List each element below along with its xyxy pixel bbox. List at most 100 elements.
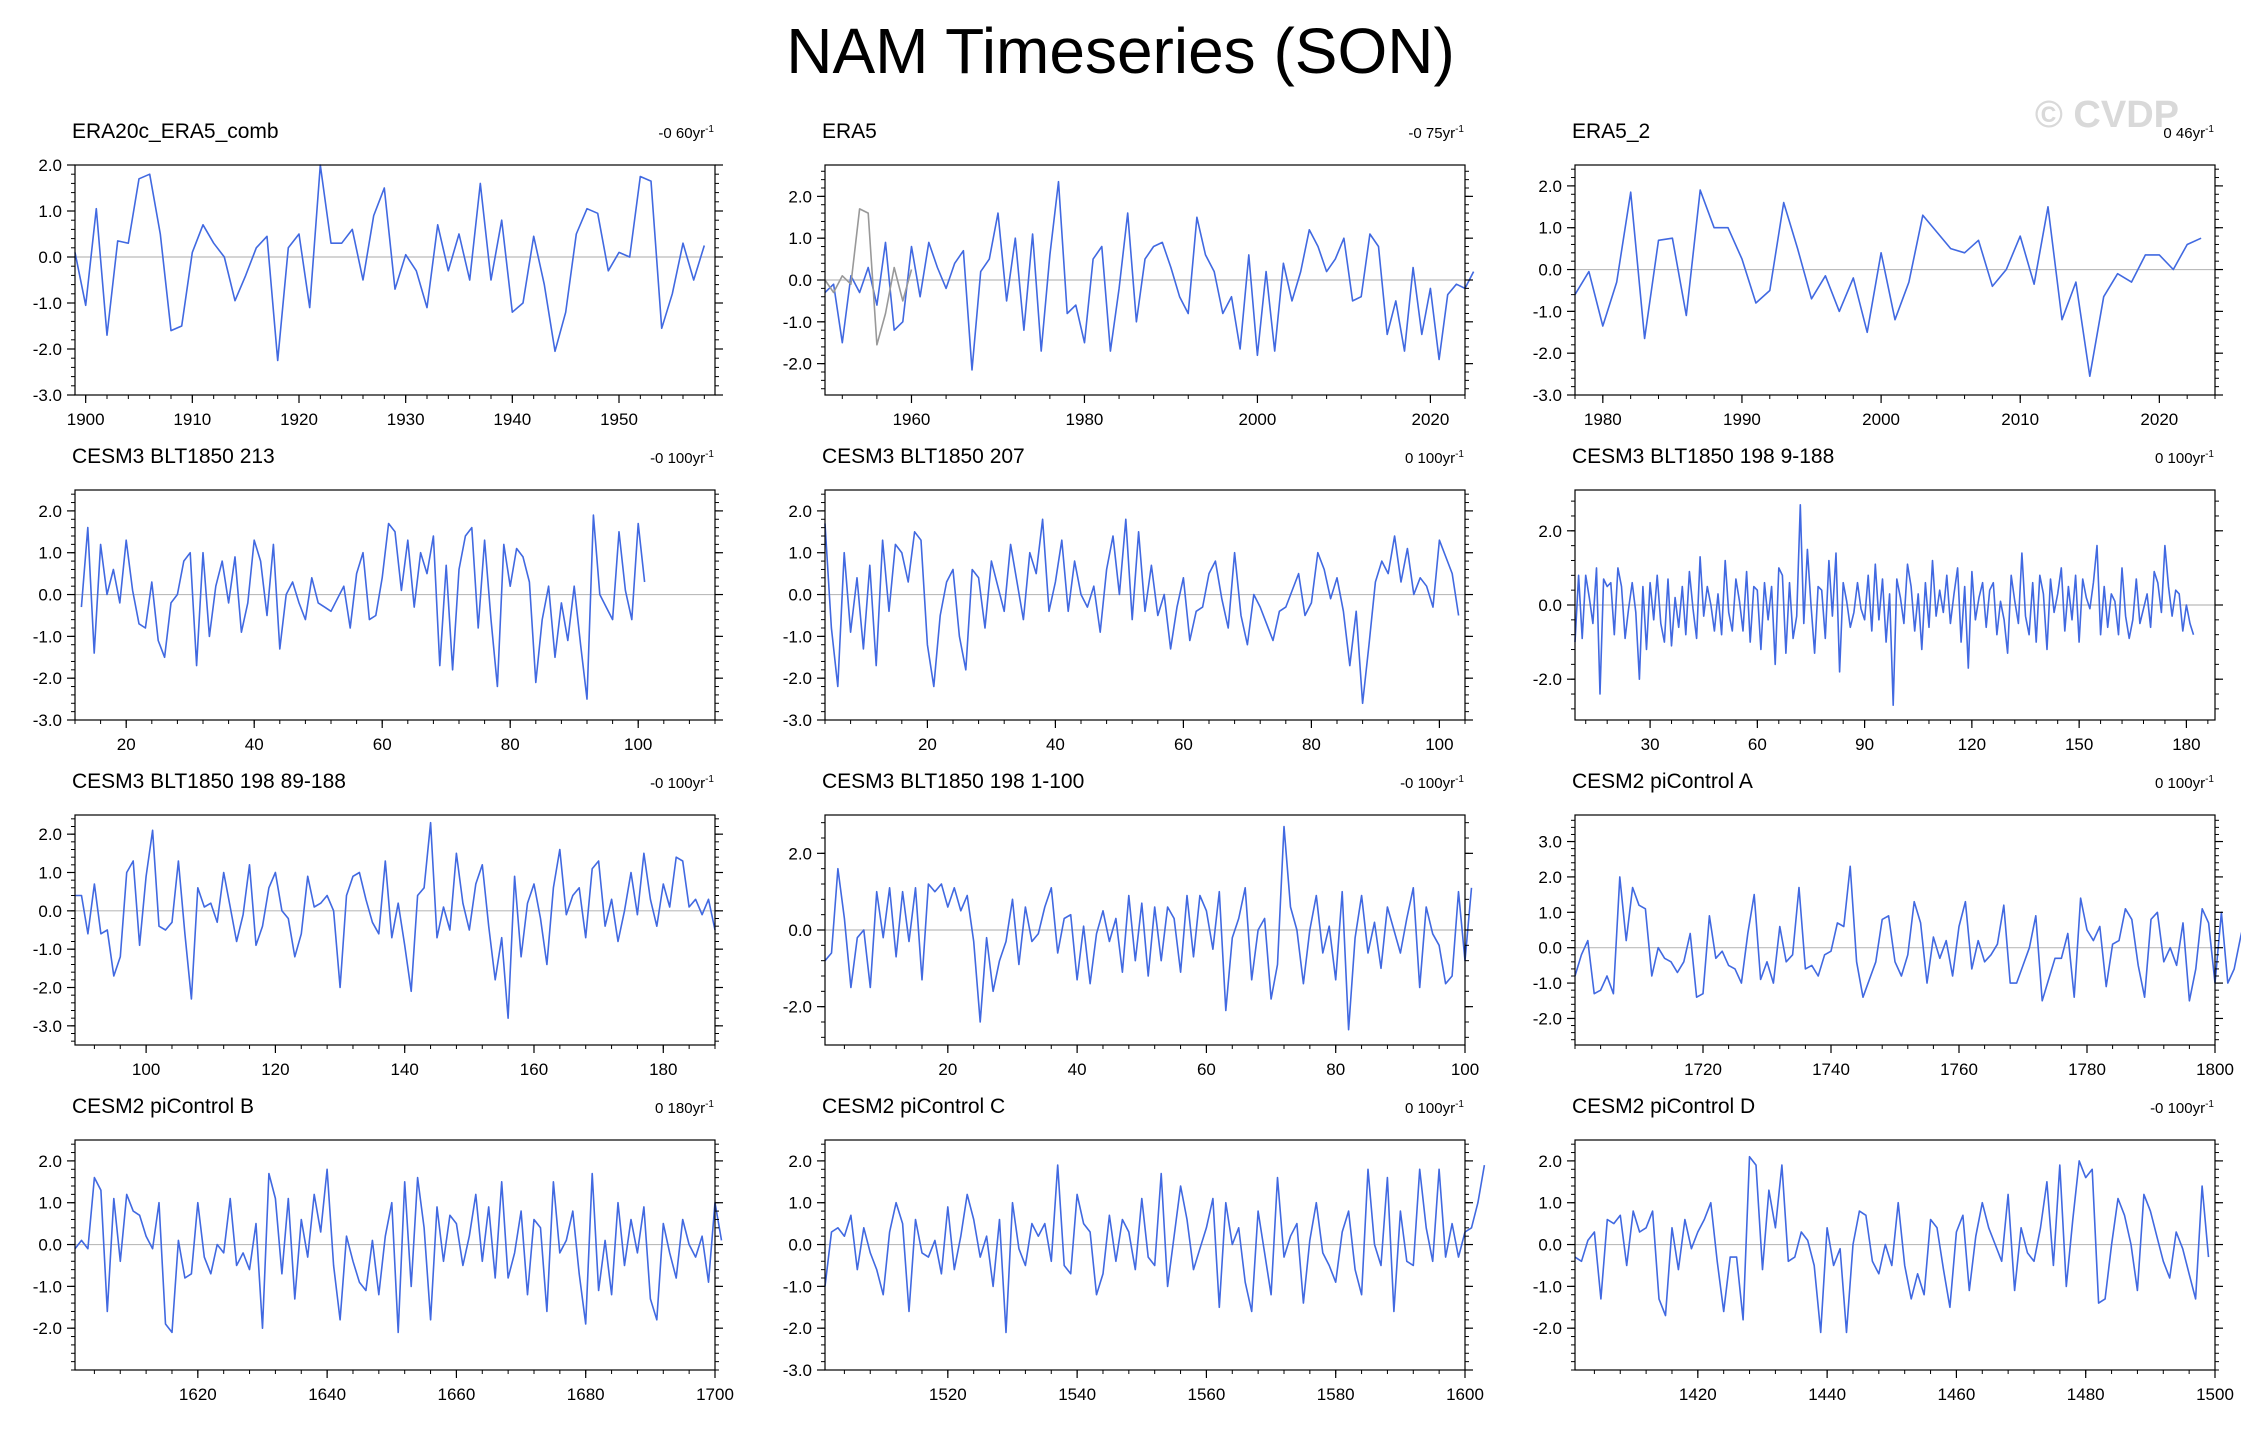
chart-svg: 2.0 1.0 0.0 -1.0 -2.0 1960 1980 2000 2020: [783, 164, 1475, 425]
x-tick-label: 1520: [929, 1385, 967, 1400]
x-tick-label: 150: [2065, 735, 2093, 750]
plot-frame: [74, 489, 716, 721]
x-tick-label: 40: [245, 735, 264, 750]
y-tick-label: 0.0: [1538, 596, 1562, 615]
y-tick-label: 2.0: [1538, 522, 1562, 541]
y-tick-label: 0.0: [1538, 939, 1562, 958]
x-tick-label: 40: [1046, 735, 1065, 750]
y-tick-label: 1.0: [1538, 219, 1562, 238]
y-tick-label: 2.0: [788, 844, 812, 863]
y-tick-label: 2.0: [788, 502, 812, 521]
y-tick-label: 0.0: [38, 1236, 62, 1255]
y-tick-label: -1.0: [33, 1277, 62, 1296]
plot-frame: [74, 164, 716, 396]
x-tick-label: 40: [1068, 1060, 1087, 1075]
y-tick-label: -1.0: [783, 627, 812, 646]
x-tick-label: 180: [2172, 735, 2200, 750]
panel-title: CESM3 BLT1850 198 9-188: [1572, 445, 1835, 468]
y-tick-label: 2.0: [38, 1152, 62, 1171]
x-tick-label: 90: [1855, 735, 1874, 750]
x-tick-label: 1900: [67, 410, 105, 425]
chart-svg: 2.0 1.0 0.0 -1.0 -2.0 -3.0 20 40 60 80 100: [783, 489, 1473, 750]
chart-panel: CESM3 BLT1850 213 -0 100yr-1 2.0 1.0 0.0 -1.0…: [0, 425, 750, 750]
trend-unit-exponent: -1: [705, 449, 714, 460]
trend-value: -0 60yr: [658, 125, 706, 142]
y-tick-label: 1.0: [38, 1194, 62, 1213]
x-tick-label: 2000: [1862, 410, 1900, 425]
overlay-series-line: [824, 208, 913, 346]
trend-value: 0 100yr: [1405, 1100, 1456, 1117]
x-tick-label: 60: [1197, 1060, 1216, 1075]
trend-unit-exponent: -1: [705, 1099, 714, 1110]
series-line: [824, 1164, 1486, 1334]
y-tick-label: 0.0: [38, 902, 62, 921]
series-line: [824, 180, 1475, 371]
trend-value: 0 100yr: [1405, 450, 1456, 467]
trend-unit-exponent: -1: [705, 774, 714, 785]
y-tick-label: 2.0: [788, 187, 812, 206]
x-tick-label: 80: [501, 735, 520, 750]
y-tick-label: -3.0: [33, 711, 62, 730]
x-tick-label: 120: [261, 1060, 289, 1075]
x-tick-label: 1680: [567, 1385, 605, 1400]
x-tick-label: 1980: [1584, 410, 1622, 425]
trend-value: 0 100yr: [2155, 450, 2206, 467]
y-tick-label: 1.0: [788, 1194, 812, 1213]
y-tick-label: -2.0: [783, 1319, 812, 1338]
trend-unit-exponent: -1: [1455, 774, 1464, 785]
chart-panel: CESM3 BLT1850 198 89-188 -0 100yr-1 2.0 1.0…: [0, 750, 750, 1075]
x-tick-label: 1500: [2196, 1385, 2234, 1400]
chart-svg: 2.0 1.0 0.0 -1.0 -2.0 1620 1640 1660 1680 1700: [33, 1139, 734, 1400]
y-tick-label: 1.0: [1538, 1194, 1562, 1213]
x-tick-label: 1930: [387, 410, 425, 425]
x-tick-label: 1660: [438, 1385, 476, 1400]
trend-value: -0 100yr: [650, 775, 706, 792]
x-tick-label: 100: [132, 1060, 160, 1075]
y-tick-label: -2.0: [33, 1319, 62, 1338]
x-tick-label: 30: [1641, 735, 1660, 750]
y-tick-label: 0.0: [788, 1236, 812, 1255]
panel-title: CESM2 piControl D: [1572, 1095, 1756, 1118]
x-tick-label: 100: [624, 735, 652, 750]
trend-unit-exponent: -1: [2205, 124, 2214, 135]
chart-panel: ERA20c_ERA5_comb -0 60yr-1 2.0 1.0 0.0 -1.0 -2…: [0, 100, 750, 425]
chart-panel: ERA5_2 0 46yr-1 2.0 1.0 0.0 -1.0 -2.0 -3.0 1980 1…: [1500, 100, 2241, 425]
trend-value: 0 180yr: [655, 1100, 706, 1117]
x-tick-label: 20: [117, 735, 136, 750]
y-tick-label: 2.0: [1538, 868, 1562, 887]
y-tick-label: 0.0: [788, 271, 812, 290]
watermark: © CVDP: [2034, 94, 2179, 136]
chart-panel: CESM3 BLT1850 207 0 100yr-1 2.0 1.0 0.0 -1.0 -…: [750, 425, 1500, 750]
panel-title: CESM3 BLT1850 198 89-188: [72, 770, 346, 793]
chart-panel: CESM3 BLT1850 198 1-100 -0 100yr-1 2.0 0.0 -…: [750, 750, 1500, 1075]
series-line: [74, 164, 706, 362]
x-tick-label: 1980: [1066, 410, 1104, 425]
panel-title: CESM2 piControl B: [72, 1095, 255, 1118]
y-tick-label: 2.0: [1538, 1152, 1562, 1171]
trend-label: 0 180yr-1: [655, 1099, 714, 1117]
y-tick-label: -1.0: [783, 313, 812, 332]
x-tick-label: 60: [1748, 735, 1767, 750]
chart-svg: 2.0 1.0 0.0 -1.0 -2.0 -3.0 1900 1910 1920 1930 194…: [33, 156, 723, 425]
x-tick-label: 2000: [1239, 410, 1277, 425]
trend-label: 0 100yr-1: [2155, 449, 2214, 467]
y-tick-label: 3.0: [1538, 833, 1562, 852]
x-tick-label: 1600: [1446, 1385, 1484, 1400]
x-tick-label: 1540: [1058, 1385, 1096, 1400]
y-tick-label: -3.0: [783, 1361, 812, 1380]
panel-title: CESM3 BLT1850 198 1-100: [822, 770, 1085, 793]
panel-title: CESM3 BLT1850 213: [72, 445, 275, 468]
x-tick-label: 1580: [1317, 1385, 1355, 1400]
trend-label: 0 100yr-1: [2155, 774, 2214, 792]
x-tick-label: 1800: [2196, 1060, 2234, 1075]
chart-panel: CESM2 piControl D -0 100yr-1 2.0 1.0 0.0 -1.0…: [1500, 1075, 2241, 1400]
panel-title: ERA5_2: [1572, 120, 1651, 143]
y-tick-label: 0.0: [1538, 261, 1562, 280]
x-tick-label: 1460: [1938, 1385, 1976, 1400]
y-tick-label: -1.0: [33, 627, 62, 646]
y-tick-label: -2.0: [783, 669, 812, 688]
chart-panel: CESM2 piControl A 0 100yr-1 3.0 2.0 1.0 0.0 -1…: [1500, 750, 2241, 1075]
chart-svg: 2.0 1.0 0.0 -1.0 -2.0 -3.0 1980 1990 2000 2010 202…: [1533, 164, 2223, 425]
x-tick-label: 20: [918, 735, 937, 750]
y-tick-label: -2.0: [33, 340, 62, 359]
